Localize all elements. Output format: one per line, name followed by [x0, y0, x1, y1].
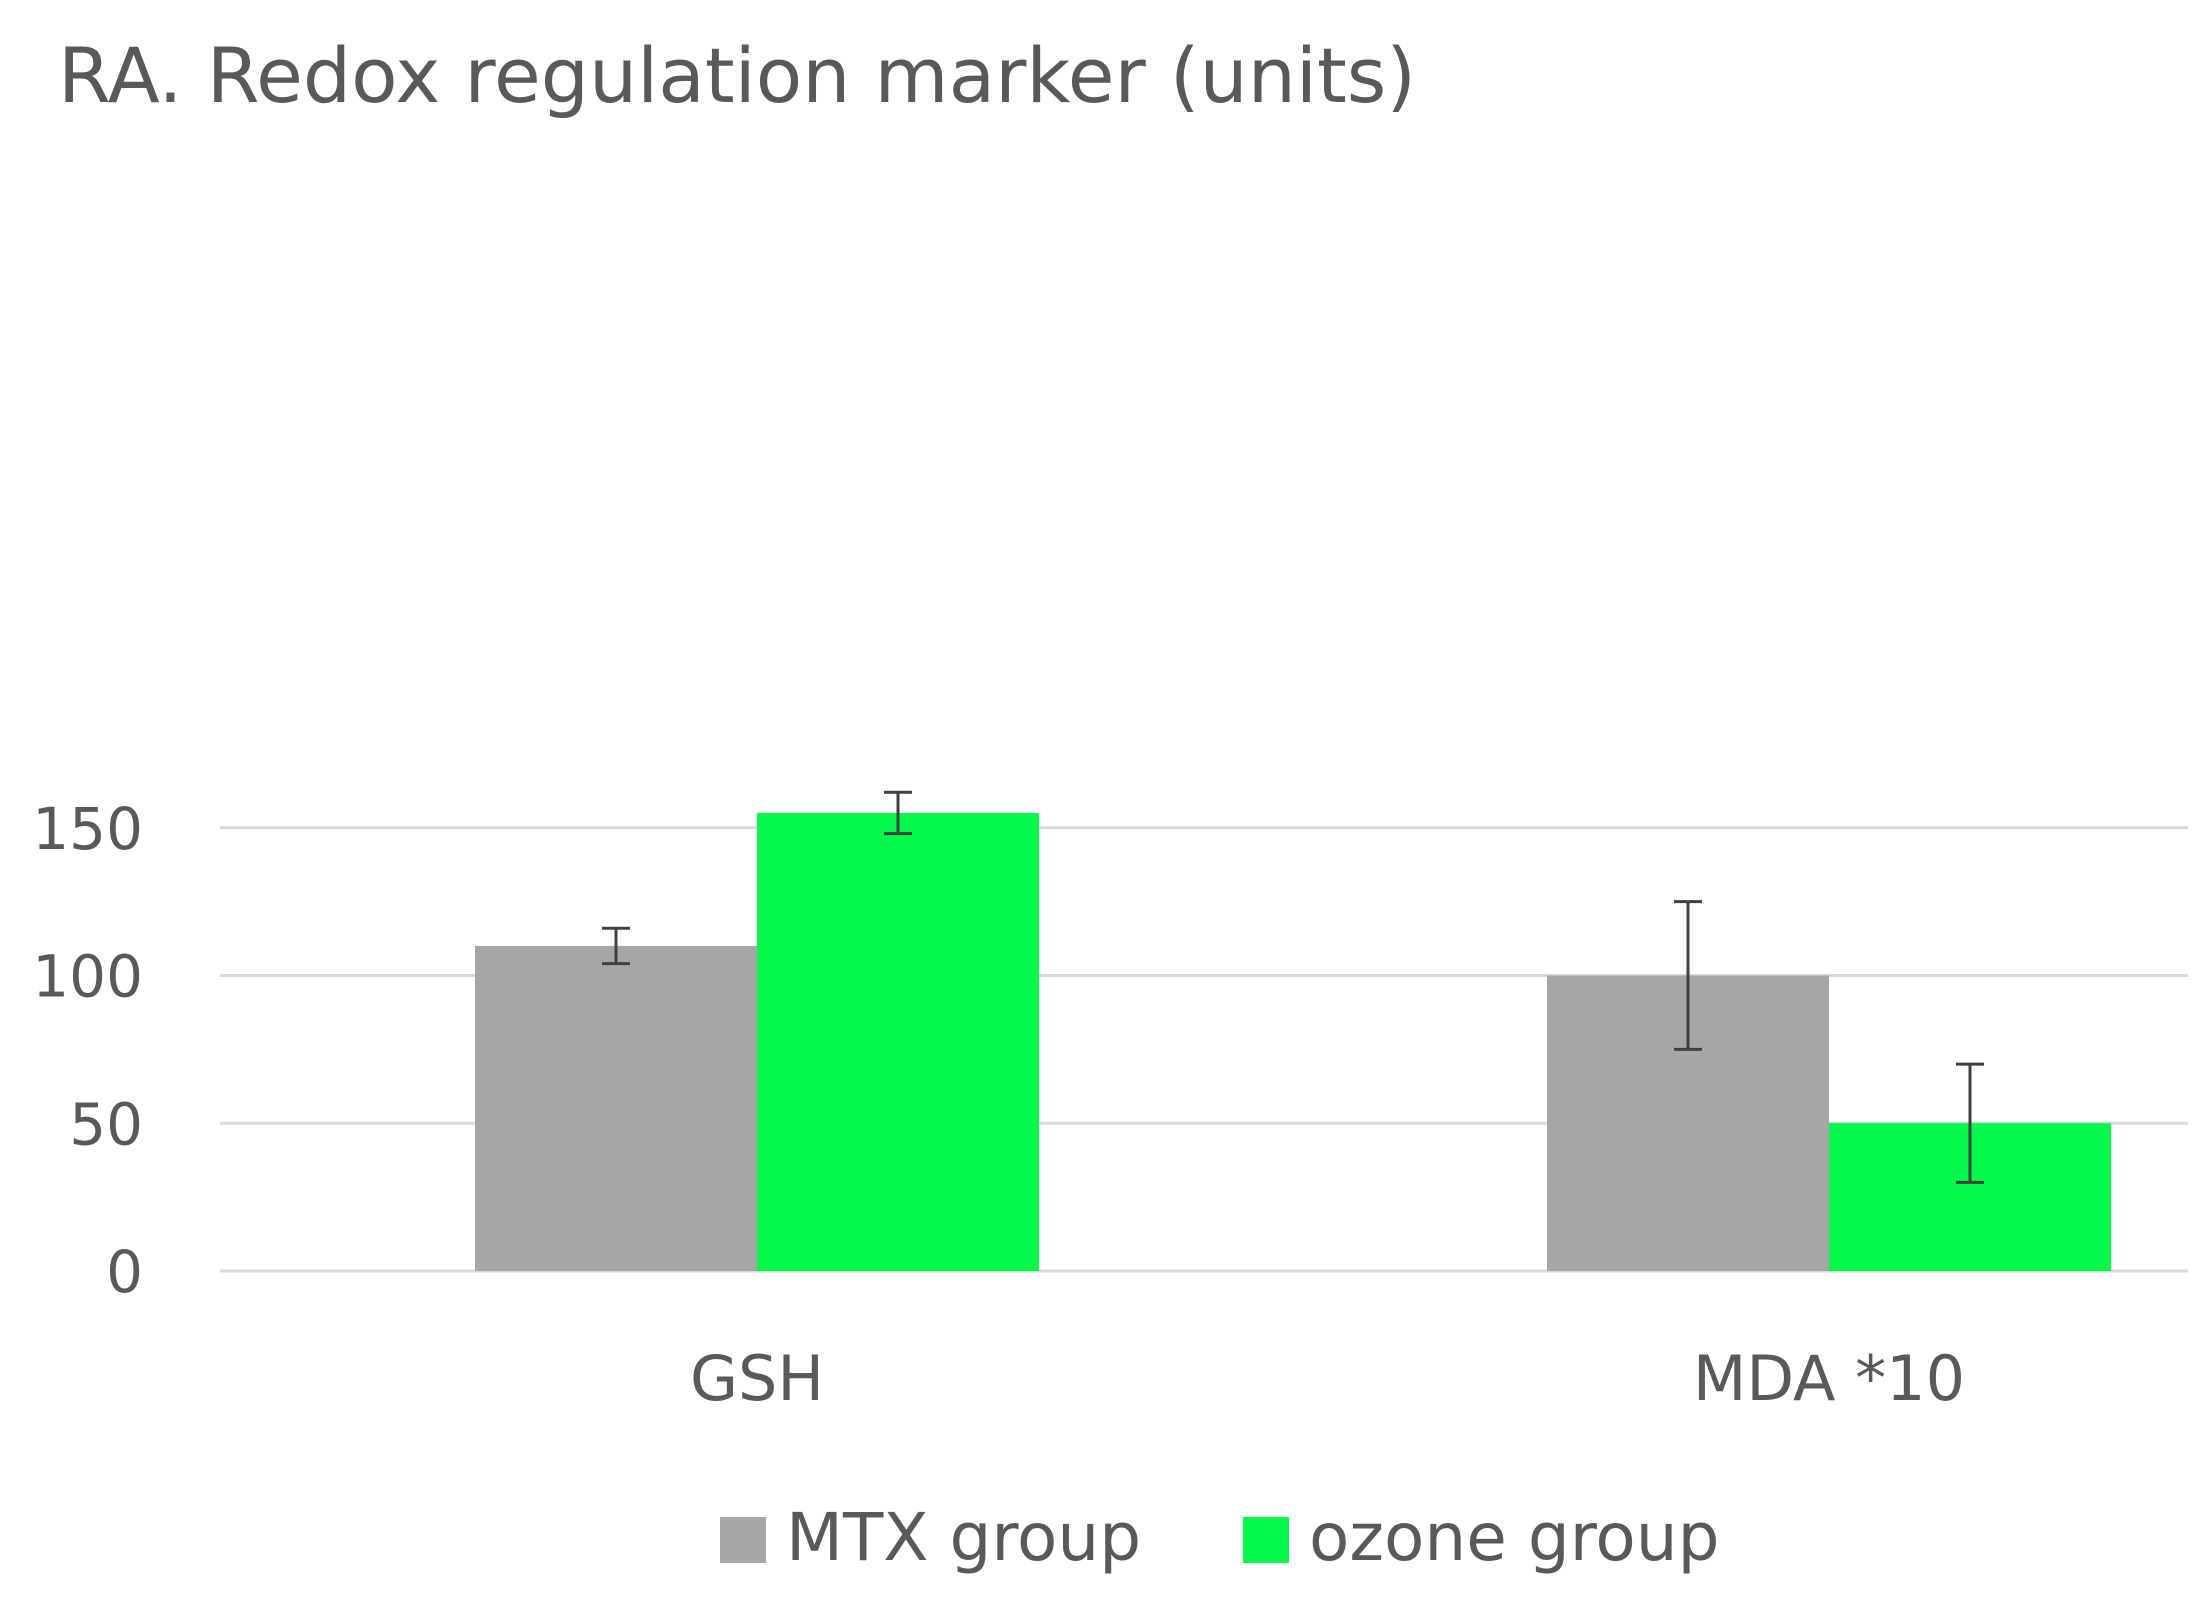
y-tick-label: 50	[69, 1090, 143, 1158]
bar-ozone-group-0	[757, 812, 1039, 1271]
y-axis-ticks: 0 50 100 150	[32, 795, 143, 1306]
x-axis-categories: GSH MDA *10	[690, 1342, 1965, 1415]
legend-item: MTX group	[720, 1499, 1141, 1576]
y-tick-label: 100	[32, 943, 143, 1011]
bar-mtx-group-0	[475, 945, 757, 1271]
legend-swatch	[1243, 1517, 1289, 1563]
error-bars	[602, 790, 1984, 1184]
legend-label: ozone group	[1309, 1499, 1720, 1576]
legend-label: MTX group	[786, 1499, 1141, 1576]
category-label: MDA *10	[1693, 1342, 1965, 1415]
chart-title: RA. Redox regulation marker (units)	[58, 31, 1416, 120]
legend: MTX group ozone group	[720, 1499, 1720, 1576]
bars	[475, 812, 2111, 1271]
y-tick-label: 150	[32, 795, 143, 863]
category-label: GSH	[690, 1342, 824, 1415]
legend-swatch	[720, 1517, 766, 1563]
legend-item: ozone group	[1243, 1499, 1720, 1576]
y-tick-label: 0	[106, 1238, 143, 1306]
